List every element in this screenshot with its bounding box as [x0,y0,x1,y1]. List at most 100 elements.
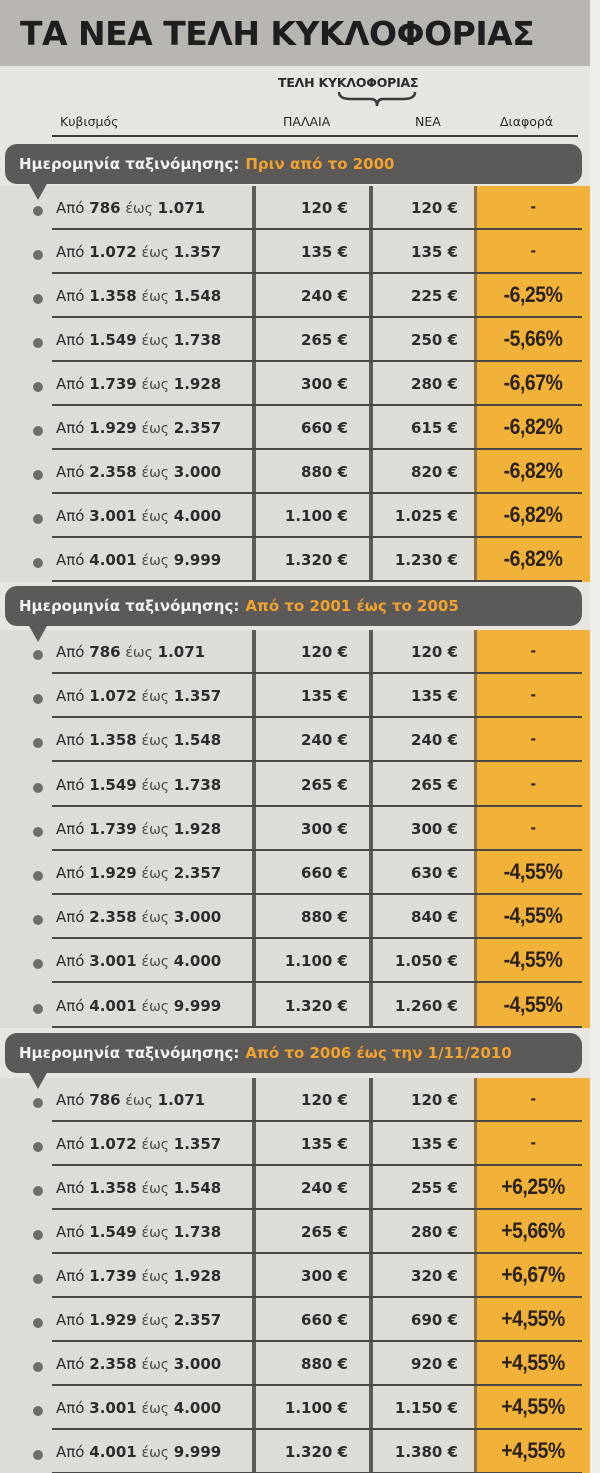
fee-difference: - [530,772,536,793]
cc-from: 1.929 [89,1311,137,1329]
diff-column-bg [477,630,590,1028]
new-fee: 120 € [411,1091,458,1109]
engine-cc-range: Από 1.929 έως 2.357 [56,1311,221,1329]
old-fee: 265 € [301,775,348,794]
new-fee: 280 € [411,1223,458,1241]
new-fee: 225 € [411,287,458,305]
fee-difference: -4,55% [503,903,563,929]
column-header-new: ΝΕΑ [415,114,441,129]
fee-difference: +6,67% [501,1262,565,1287]
old-fee: 120 € [301,643,348,661]
to-word: έως [141,245,170,261]
old-fee: 240 € [301,1179,348,1197]
from-word: Από [56,375,85,393]
cc-to: 3.000 [173,908,222,927]
row-divider [52,1340,582,1342]
engine-cc-range: Από 786 έως 1.071 [56,643,205,661]
bullet-icon [33,959,43,970]
cc-to: 1.357 [173,1135,222,1153]
row-divider [52,1252,582,1254]
from-word: Από [56,199,85,217]
cc-to: 1.357 [173,243,222,261]
old-fee: 120 € [301,199,348,217]
old-fee: 1.100 € [284,952,348,971]
bullet-icon [33,1362,43,1372]
engine-cc-range: Από 1.739 έως 1.928 [56,375,221,393]
engine-cc-range: Από 4.001 έως 9.999 [56,997,221,1015]
column-header-old: ΠΑΛΑΙΑ [283,114,331,129]
cc-to: 4.000 [173,507,222,525]
cc-to: 1.738 [173,331,222,349]
fee-difference: -6,25% [503,282,563,307]
cc-from: 1.072 [89,1135,137,1153]
row-divider [52,760,582,763]
bullet-icon [33,650,43,660]
bullet-icon [33,738,43,749]
engine-cc-range: Από 1.358 έως 1.548 [56,1179,221,1197]
engine-cc-range: Από 1.072 έως 1.357 [56,1135,221,1153]
table-row: Από 1.929 έως 2.357 660 € 615 € -6,82% [0,406,590,450]
new-fee: 300 € [411,819,458,838]
cc-to: 1.738 [173,1223,222,1241]
old-fee: 300 € [301,1267,348,1285]
fee-difference: - [530,240,536,260]
old-column-bg [256,630,369,1028]
engine-cc-range: Από 4.001 έως 9.999 [56,1443,221,1461]
engine-cc-range: Από 786 έως 1.071 [56,1091,205,1109]
engine-cc-range: Από 1.739 έως 1.928 [56,820,221,838]
row-divider [52,672,582,674]
old-fee: 880 € [301,463,348,481]
from-word: Από [56,819,85,838]
title-bar: ΤΑ ΝΕΑ ΤΕΛΗ ΚΥΚΛΟΦΟΡΙΑΣ [0,0,590,66]
engine-cc-range: Από 1.739 έως 1.928 [56,1267,221,1285]
bullet-icon [33,470,43,480]
bullet-icon [33,206,43,216]
from-word: Από [56,1223,85,1241]
engine-cc-range: Από 1.929 έως 2.357 [56,419,221,437]
row-divider [52,536,582,538]
fee-difference: - [530,640,536,660]
old-fee: 660 € [301,1311,348,1329]
table-row: Από 1.072 έως 1.357 135 € 135 € - [0,230,590,274]
row-divider [52,580,582,582]
bullet-icon [33,514,43,524]
new-fee: 120 € [411,199,458,217]
cc-from: 1.739 [89,1267,137,1285]
old-fee: 300 € [301,375,348,393]
cc-to: 4.000 [173,1399,222,1417]
row-divider [52,716,582,719]
cc-to: 1.928 [173,375,222,393]
cc-from: 2.358 [89,1355,137,1373]
from-word: Από [56,1443,85,1461]
engine-cc-range: Από 3.001 έως 4.000 [56,1399,221,1417]
cc-from: 1.358 [89,731,137,750]
table-row: Από 2.358 έως 3.000 880 € 820 € -6,82% [0,450,590,494]
fee-difference: -4,55% [503,947,563,973]
table-row: Από 2.358 έως 3.000 880 € 920 € +4,55% [0,1342,590,1386]
to-word: έως [141,910,170,927]
to-word: έως [141,1137,170,1153]
engine-cc-range: Από 1.358 έως 1.548 [56,287,221,305]
section-body: Από 786 έως 1.071 120 €120 € - Από 1.072 έω… [0,186,590,582]
from-word: Από [56,243,85,261]
bullet-icon [33,1274,43,1284]
row-divider [52,1384,582,1386]
to-word: έως [141,998,170,1015]
row-divider [52,1208,582,1210]
table-row: Από 3.001 έως 4.000 1.100 € 1.025 € -6,82% [0,494,590,538]
column-header-cc: Κυβισμός [60,114,119,129]
to-word: έως [141,377,170,393]
cc-to: 9.999 [173,996,222,1015]
from-word: Από [56,775,85,794]
column-divider [474,630,477,1028]
fee-difference: +4,55% [501,1306,565,1331]
row-divider [52,1164,582,1166]
cc-from: 1.072 [89,687,137,706]
section-body: Από 786 έως 1.071 120 €120 € - Από 1.072 έω… [0,630,590,1028]
table-row: Από 1.929 έως 2.357 660 € 630 € -4,55% [0,851,590,895]
column-header: ΤΕΛΗ ΚΥΚΛΟΦΟΡΙΑΣ Κυβισμός ΠΑΛΑΙΑ ΝΕΑ Δια… [0,66,590,142]
new-fee: 265 € [411,775,458,794]
cc-to: 1.928 [173,819,222,838]
cc-to: 1.071 [157,643,206,661]
old-fee: 120 € [301,1091,348,1109]
